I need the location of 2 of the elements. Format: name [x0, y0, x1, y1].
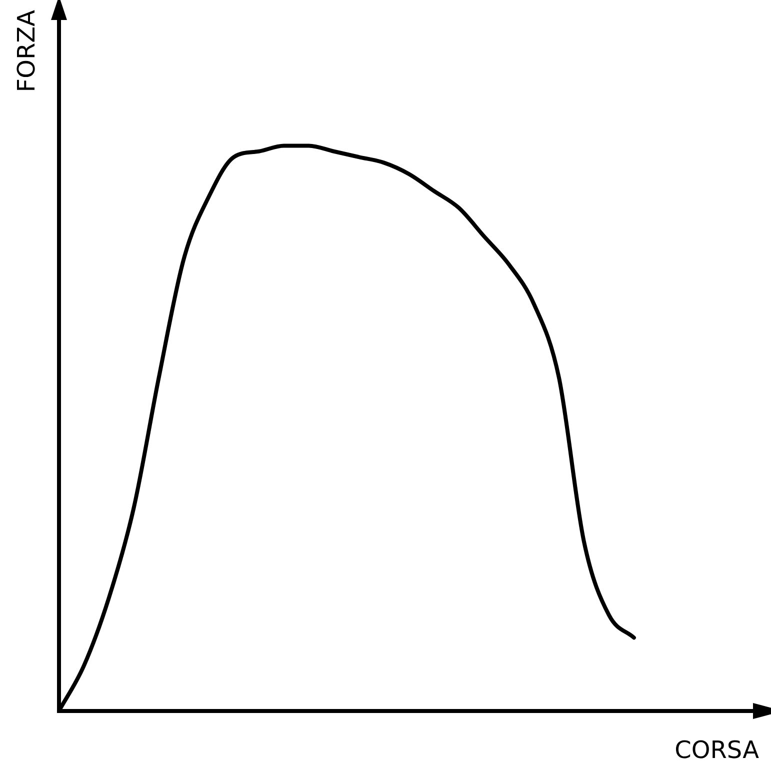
x-axis-title: CORSA — [674, 736, 760, 764]
y-axis-title: FORZA — [12, 9, 41, 92]
